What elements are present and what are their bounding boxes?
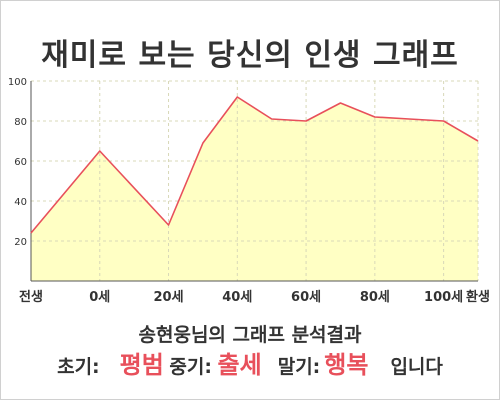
- x-tick-label: 40세: [222, 290, 252, 305]
- series-area-fill: [31, 97, 478, 281]
- early-value: 평범: [119, 351, 164, 379]
- x-tick-label: 전생: [19, 289, 43, 305]
- x-tick-label: 환생: [466, 289, 490, 305]
- y-tick-label: 40: [14, 197, 27, 208]
- y-tick-label: 60: [14, 157, 27, 168]
- late-label: 말기:: [277, 356, 321, 378]
- x-tick-label: 80세: [360, 290, 390, 305]
- y-tick-label: 20: [14, 237, 27, 248]
- x-tick-label: 60세: [291, 290, 321, 305]
- series-line: [30, 96, 479, 234]
- y-tick-label: 100: [8, 77, 27, 88]
- mid-value: 출세: [217, 351, 262, 379]
- ending-text: 입니다: [390, 356, 443, 378]
- x-tick-label: 20세: [154, 290, 184, 305]
- x-tick-label: 100세: [424, 290, 463, 305]
- x-tick-label: 0세: [89, 290, 110, 305]
- analysis-heading: 송현웅님의 그래프 분석결과: [138, 324, 362, 346]
- chart-title: 재미로 보는 당신의 인생 그래프: [41, 38, 459, 73]
- late-value: 행복: [324, 351, 369, 379]
- y-tick-label: 80: [14, 117, 27, 128]
- analysis-verdict: 초기: 평범 중기: 출세 말기: 행복 입니다: [0, 345, 500, 380]
- early-label: 초기:: [57, 356, 100, 378]
- mid-label: 중기:: [169, 356, 212, 378]
